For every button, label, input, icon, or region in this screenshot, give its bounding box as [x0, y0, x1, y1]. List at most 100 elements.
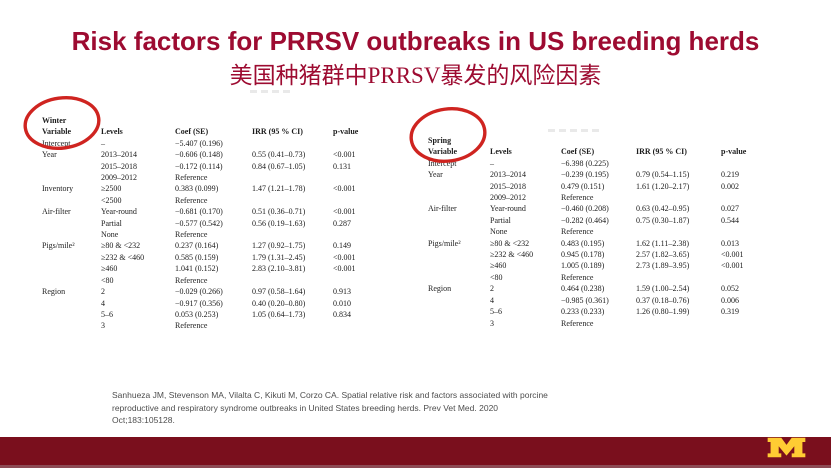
table-cell: ≥460	[101, 264, 118, 274]
table-cell: 1.005 (0.189)	[561, 261, 605, 271]
table-cell: −0.985 (0.361)	[561, 295, 609, 305]
table-cell	[636, 318, 721, 329]
table-cell: 1.59 (1.00–2.54)	[636, 284, 690, 294]
table-cell: Intercept	[428, 158, 457, 168]
table-cell: Intercept	[42, 138, 71, 148]
table-cell	[252, 195, 333, 206]
table-row: None Reference	[428, 226, 766, 237]
table-cell: 0.027	[721, 204, 739, 214]
table-cell: 0.233 (0.233)	[561, 307, 605, 317]
table-row: Inventory ≥2500 0.383 (0.099) 1.47 (1.21–1.…	[42, 183, 381, 194]
table-cell: 1.27 (0.92–1.75)	[252, 241, 306, 251]
table-row: 2015–2018 0.479 (0.151) 1.61 (1.20–2.17) 0.…	[428, 181, 766, 192]
table-cell: 3	[101, 321, 105, 331]
page-title: Risk factors for PRRSV outbreaks in US b…	[71, 26, 760, 56]
table-cell: 2	[101, 287, 105, 297]
table-cell: 0.219	[721, 170, 739, 180]
table-row: Air-filter Year-round −0.460 (0.208) 0.63 (…	[428, 203, 766, 214]
levels-header: Levels	[101, 127, 123, 137]
table-row: Partial −0.282 (0.464) 0.75 (0.30–1.87) 0.5…	[428, 215, 766, 226]
table-cell: 0.287	[333, 218, 351, 228]
table-cell	[721, 226, 766, 237]
table-cell: 0.053 (0.253)	[175, 309, 219, 319]
table-row: Pigs/mile² ≥80 & <232 0.237 (0.164) 1.27 (0…	[42, 240, 381, 251]
table-cell: 0.63 (0.42–0.95)	[636, 204, 690, 214]
table-cell	[42, 252, 101, 263]
table-cell: Partial	[490, 215, 511, 225]
table-row: Region 2 0.464 (0.238) 1.59 (1.00–2.54) 0.05…	[428, 283, 766, 294]
table-cell: Inventory	[42, 184, 74, 194]
table-row: ≥232 & <460 0.945 (0.178) 2.57 (1.82–3.65)…	[428, 249, 766, 260]
table-cell	[333, 320, 381, 331]
table-cell: ≥232 & <460	[101, 252, 145, 262]
table-cell	[428, 192, 490, 203]
table-row: 2015–2018 −0.172 (0.114) 0.84 (0.67–1.05) 0…	[42, 161, 381, 172]
table-cell	[42, 298, 101, 309]
table-row: <2500 Reference	[42, 195, 381, 206]
table-cell: Year-round	[101, 207, 137, 217]
table-cell	[333, 195, 381, 206]
table-cell	[428, 249, 490, 260]
table-cell	[42, 195, 101, 206]
table-cell	[42, 275, 101, 286]
table-cell	[333, 275, 381, 286]
table-cell: Region	[42, 287, 66, 297]
cropped-text-artifact	[548, 129, 602, 132]
table-cell	[428, 318, 490, 329]
winter-risk-table: Winter Variable Levels Coef (SE) IRR (95…	[42, 115, 381, 332]
table-cell: 2.73 (1.89–3.95)	[636, 261, 690, 271]
table-cell: 0.75 (0.30–1.87)	[636, 215, 690, 225]
footer-bar	[0, 437, 831, 465]
table-cell	[428, 181, 490, 192]
table-cell: −0.917 (0.356)	[175, 298, 223, 308]
table-row: Region 2 −0.029 (0.266) 0.97 (0.58–1.64) 0.9…	[42, 286, 381, 297]
table-cell: Pigs/mile²	[42, 241, 75, 251]
table-row: 5–6 0.233 (0.233) 1.26 (0.80–1.99) 0.319	[428, 306, 766, 317]
table-cell: <80	[101, 275, 114, 285]
table-cell: 1.79 (1.31–2.45)	[252, 252, 306, 262]
table-cell: ≥80 & <232	[490, 238, 530, 248]
table-row: Partial −0.577 (0.542) 0.56 (0.19–1.63) 0.2…	[42, 218, 381, 229]
table-cell: 0.55 (0.41–0.73)	[252, 150, 306, 160]
table-cell: Reference	[561, 318, 594, 328]
table-cell: 5–6	[490, 307, 502, 317]
table-cell: 0.483 (0.195)	[561, 238, 605, 248]
table-cell	[721, 192, 766, 203]
table-row: Air-filter Year-round −0.681 (0.170) 0.51 (…	[42, 206, 381, 217]
table-row: 3 Reference	[428, 318, 766, 329]
table-cell: 0.237 (0.164)	[175, 241, 219, 251]
table-cell: Reference	[561, 227, 594, 237]
table-cell	[636, 272, 721, 283]
table-cell: 0.56 (0.19–1.63)	[252, 218, 306, 228]
table-row: Year 2013–2014 −0.606 (0.148) 0.55 (0.41–0.…	[42, 149, 381, 160]
table-cell: 0.383 (0.099)	[175, 184, 219, 194]
table-cell: 2015–2018	[490, 181, 526, 191]
table-cell: 2009–2012	[490, 193, 526, 203]
table-cell: −0.577 (0.542)	[175, 218, 223, 228]
table-cell	[333, 172, 381, 183]
table-cell: −6.398 (0.225)	[561, 158, 609, 168]
table-cell: 2009–2012	[101, 173, 137, 183]
table-cell: −0.172 (0.114)	[175, 161, 223, 171]
table-cell: Reference	[175, 173, 208, 183]
table-header-row: Winter Variable Levels Coef (SE) IRR (95…	[42, 115, 381, 138]
table-row: Intercept – −5.407 (0.196)	[42, 138, 381, 149]
table-cell: 0.464 (0.238)	[561, 284, 605, 294]
table-cell: –	[490, 158, 494, 168]
table-cell: Reference	[561, 272, 594, 282]
irr-header: IRR (95 % CI)	[252, 127, 303, 137]
table-cell: Region	[428, 284, 452, 294]
citation-line: reproductive and respiratory syndrome ou…	[112, 402, 499, 413]
table-cell: –	[101, 138, 105, 148]
table-cell	[428, 272, 490, 283]
table-cell: −0.282 (0.464)	[561, 215, 609, 225]
table-cell: Reference	[561, 193, 594, 203]
table-row: 2009–2012 Reference	[42, 172, 381, 183]
table-body: Intercept – −6.398 (0.225) Year 2013–2014 −0.…	[428, 158, 766, 329]
table-cell: <80	[490, 272, 503, 282]
pvalue-header: p-value	[721, 147, 747, 157]
table-row: Year 2013–2014 −0.239 (0.195) 0.79 (0.54–1.…	[428, 169, 766, 180]
table-cell: 2013–2014	[490, 170, 526, 180]
table-cell: 1.61 (1.20–2.17)	[636, 181, 690, 191]
